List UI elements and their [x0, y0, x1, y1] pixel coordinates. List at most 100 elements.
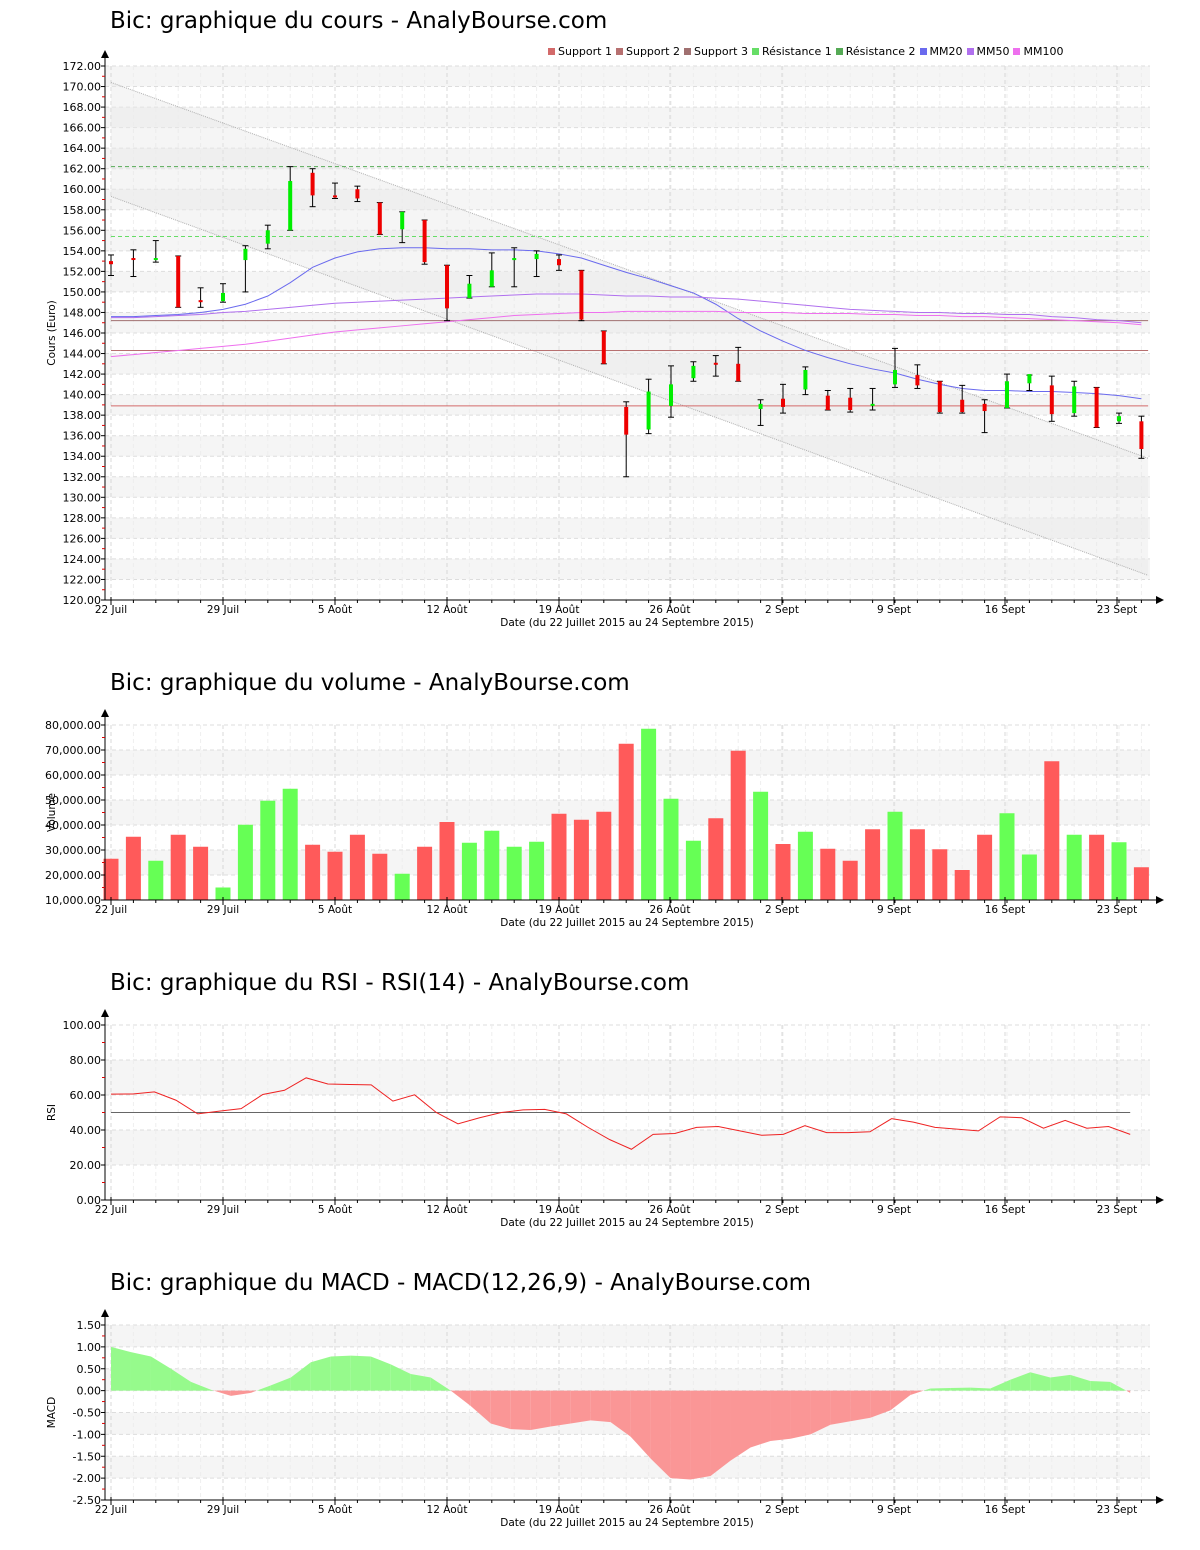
volume-bar	[394, 873, 410, 900]
svg-text:23 Sept: 23 Sept	[1097, 604, 1138, 616]
svg-text:122.00: 122.00	[63, 573, 102, 586]
svg-text:16 Sept: 16 Sept	[985, 604, 1026, 616]
svg-text:-0.50: -0.50	[73, 1407, 101, 1420]
axes: -2.50 -2.00 -1.50 -1.00 -0.50 0.00 0.50 1.00 1.5…	[46, 1309, 1164, 1529]
legend-item-support-2: Support 2	[615, 45, 680, 58]
candle	[690, 361, 697, 382]
svg-text:26 Août: 26 Août	[650, 904, 691, 916]
svg-text:23 Sept: 23 Sept	[1097, 1504, 1138, 1516]
volume-chart: 10,000.00 20,000.00 30,000.00 40,000.00 50,0…	[45, 709, 1164, 929]
svg-text:100.00: 100.00	[63, 1019, 102, 1032]
volume-bar	[170, 834, 186, 900]
svg-text:Date (du 22 Juillet 2015 au 24: Date (du 22 Juillet 2015 au 24 Septembre…	[500, 1517, 753, 1529]
volume-bar	[1021, 854, 1037, 900]
candle	[1071, 380, 1078, 417]
legend-item-r-sistance-1: Résistance 1	[751, 45, 832, 58]
candle	[242, 245, 249, 293]
volume-bar	[215, 887, 231, 900]
legend-label: MM100	[1023, 45, 1064, 58]
candle	[309, 168, 316, 208]
svg-text:172.00: 172.00	[63, 60, 102, 73]
candle	[1116, 412, 1122, 424]
candle	[376, 202, 383, 235]
volume-bar	[439, 822, 455, 900]
volume-bar	[193, 846, 209, 900]
svg-text:Date (du 22 Juillet 2015 au 24: Date (du 22 Juillet 2015 au 24 Septembre…	[500, 617, 753, 629]
svg-text:-2.00: -2.00	[73, 1472, 101, 1485]
candle	[264, 224, 271, 250]
candle	[220, 283, 226, 303]
legend-swatch	[919, 48, 927, 55]
volume-bar	[103, 858, 119, 900]
rsi-line	[110, 1077, 1131, 1150]
candle	[556, 254, 562, 271]
legend-swatch	[835, 48, 843, 55]
candle	[914, 364, 921, 389]
svg-text:Date (du 22 Juillet 2015 au 24: Date (du 22 Juillet 2015 au 24 Septembre…	[500, 917, 753, 929]
volume-bar	[529, 841, 545, 900]
volume-bar	[641, 728, 657, 900]
svg-text:142.00: 142.00	[63, 368, 102, 381]
svg-text:40,000.00: 40,000.00	[45, 819, 101, 832]
candle	[802, 366, 809, 396]
svg-text:70,000.00: 70,000.00	[45, 744, 101, 757]
svg-text:1.00: 1.00	[77, 1341, 102, 1354]
svg-text:22 Juil: 22 Juil	[95, 1204, 127, 1216]
svg-text:12 Août: 12 Août	[427, 1204, 468, 1216]
candle	[197, 287, 204, 308]
svg-text:20,000.00: 20,000.00	[45, 869, 101, 882]
volume-bar	[551, 813, 567, 900]
legend-swatch	[1013, 48, 1021, 55]
svg-text:80,000.00: 80,000.00	[45, 719, 101, 732]
volume-bar	[797, 831, 813, 900]
svg-text:26 Août: 26 Août	[650, 1204, 691, 1216]
volume-bar	[148, 860, 164, 900]
svg-text:-1.00: -1.00	[73, 1428, 101, 1441]
svg-text:9 Sept: 9 Sept	[877, 904, 911, 916]
svg-text:166.00: 166.00	[63, 122, 102, 135]
svg-text:Cours (Euro): Cours (Euro)	[46, 300, 58, 366]
volume-bar	[327, 851, 343, 900]
svg-text:5 Août: 5 Août	[318, 1204, 352, 1216]
candle	[108, 254, 114, 276]
svg-text:80.00: 80.00	[70, 1054, 102, 1067]
svg-text:2 Sept: 2 Sept	[765, 604, 799, 616]
svg-text:0.00: 0.00	[77, 1194, 102, 1207]
candle	[757, 399, 764, 426]
svg-text:150.00: 150.00	[63, 286, 102, 299]
candle	[578, 269, 585, 322]
svg-text:23 Sept: 23 Sept	[1097, 1204, 1138, 1216]
svg-text:Date (du 22 Juillet 2015 au 24: Date (du 22 Juillet 2015 au 24 Septembre…	[500, 1217, 753, 1229]
volume-bar	[125, 836, 141, 900]
candle	[354, 185, 361, 203]
svg-text:16 Sept: 16 Sept	[985, 904, 1026, 916]
axes: 10,000.00 20,000.00 30,000.00 40,000.00 50,0…	[45, 709, 1164, 929]
candle	[533, 250, 540, 278]
legend-item-r-sistance-2: Résistance 2	[835, 45, 916, 58]
svg-text:40.00: 40.00	[70, 1124, 102, 1137]
svg-text:9 Sept: 9 Sept	[877, 1204, 911, 1216]
candle	[1138, 415, 1145, 459]
svg-text:23 Sept: 23 Sept	[1097, 904, 1138, 916]
svg-text:29 Juil: 29 Juil	[207, 904, 239, 916]
svg-text:160.00: 160.00	[63, 183, 102, 196]
svg-text:60,000.00: 60,000.00	[45, 769, 101, 782]
rsi-chart-title: Bic: graphique du RSI - RSI(14) - AnalyB…	[110, 970, 690, 996]
volume-chart-title: Bic: graphique du volume - AnalyBourse.c…	[110, 670, 630, 696]
svg-text:120.00: 120.00	[63, 594, 102, 607]
candle	[399, 211, 406, 244]
legend-swatch	[966, 48, 974, 55]
candle	[668, 365, 674, 418]
svg-text:RSI: RSI	[46, 1104, 58, 1121]
svg-text:12 Août: 12 Août	[427, 604, 468, 616]
legend-item-support-3: Support 3	[683, 45, 748, 58]
candle	[892, 347, 898, 388]
volume-bar	[977, 834, 993, 900]
candle	[1048, 375, 1055, 422]
svg-text:1.50: 1.50	[77, 1319, 102, 1332]
svg-text:148.00: 148.00	[63, 306, 102, 319]
price-chart: 120.00 122.00 124.00 126.00 128.00 130.00 132.…	[46, 50, 1164, 629]
legend-label: MM50	[976, 45, 1010, 58]
svg-text:20.00: 20.00	[70, 1159, 102, 1172]
legend-item-mm50: MM50	[966, 45, 1010, 58]
